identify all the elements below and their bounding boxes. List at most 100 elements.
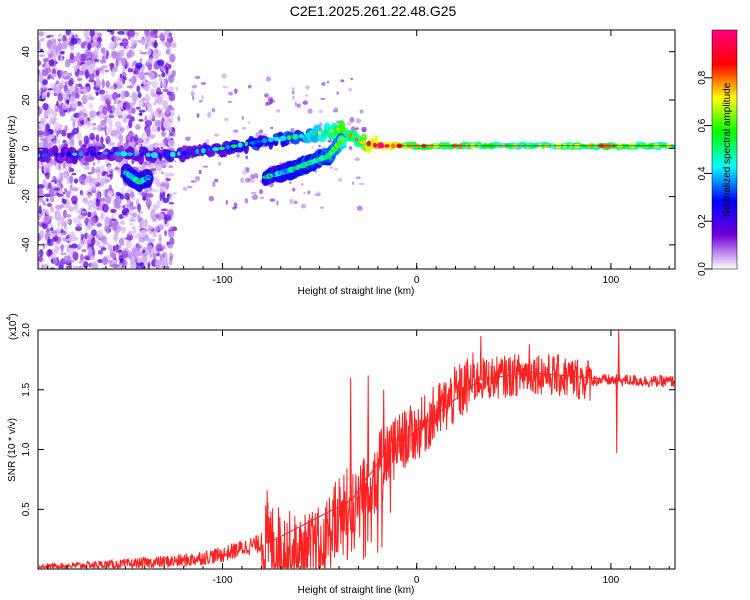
speckle — [346, 121, 352, 126]
speckle — [42, 103, 49, 111]
speckle — [47, 226, 51, 230]
speckle — [69, 96, 74, 100]
speckle — [170, 116, 173, 121]
speckle — [48, 53, 53, 59]
speckle — [128, 222, 134, 226]
speckle — [143, 140, 149, 145]
snr-ytick-label: 1.0 — [21, 442, 32, 456]
track-core — [279, 135, 287, 142]
speckle — [168, 32, 173, 37]
track-core — [195, 148, 200, 155]
spectrogram-ylabel: Frequency (Hz) — [7, 116, 18, 185]
speckle — [232, 206, 237, 210]
speckle — [49, 195, 55, 203]
speckle — [88, 73, 95, 82]
speckle — [71, 187, 79, 192]
speckle — [228, 91, 234, 96]
speckle — [38, 106, 43, 115]
speckle — [121, 187, 125, 195]
speckle — [167, 172, 175, 177]
speckle — [118, 134, 124, 143]
speckle — [82, 94, 89, 104]
speckle — [57, 217, 61, 227]
speckle — [165, 66, 169, 74]
speckle — [62, 34, 67, 43]
speckle — [105, 95, 109, 99]
speckle — [159, 81, 166, 87]
speckle — [359, 109, 364, 114]
speckle — [57, 226, 62, 232]
speckle — [138, 118, 144, 122]
speckle — [269, 198, 276, 202]
speckle — [52, 118, 56, 124]
speckle — [88, 102, 94, 110]
speckle — [144, 94, 150, 103]
speckle — [83, 181, 88, 185]
speckle — [160, 146, 164, 149]
speckle — [184, 136, 191, 142]
track-core — [145, 152, 151, 157]
speckle — [50, 240, 54, 247]
speckle — [128, 230, 133, 236]
speckle — [156, 199, 161, 209]
speckle — [161, 131, 166, 138]
speckle — [139, 57, 143, 65]
speckle — [221, 73, 227, 79]
speckle — [102, 171, 109, 175]
speckle — [57, 53, 61, 62]
speckle — [106, 225, 109, 235]
speckle — [321, 82, 326, 87]
speckle — [223, 117, 229, 122]
speckle — [38, 200, 42, 204]
speckle — [94, 33, 98, 38]
spectrogram-marks — [38, 30, 675, 269]
speckle — [214, 133, 220, 137]
speckle — [38, 90, 41, 98]
speckle — [149, 30, 155, 37]
speckle — [110, 69, 116, 78]
speckle — [164, 41, 172, 48]
speckle — [149, 72, 155, 81]
track-core — [291, 133, 299, 140]
speckle — [130, 107, 136, 114]
speckle — [101, 257, 109, 266]
speckle — [42, 202, 47, 207]
speckle — [95, 198, 100, 208]
track-core — [305, 133, 310, 137]
speckle — [126, 85, 134, 89]
speckle — [175, 86, 178, 91]
speckle — [116, 52, 121, 57]
track-core — [164, 153, 170, 157]
speckle — [138, 109, 146, 113]
speckle — [93, 80, 97, 87]
speckle — [119, 195, 125, 200]
speckle — [198, 169, 202, 175]
speckle — [46, 198, 49, 202]
snr-axes: -100 0 100 0.5 1.0 1.5 2.0 — [21, 323, 675, 586]
speckle — [100, 247, 107, 251]
speckle — [147, 262, 151, 269]
speckle — [41, 37, 45, 42]
speckle — [208, 195, 214, 202]
speckle — [50, 206, 54, 213]
speckle — [187, 185, 193, 189]
speckle — [150, 88, 155, 92]
speckle — [158, 254, 165, 257]
speckle — [43, 165, 47, 175]
speckle — [160, 183, 167, 188]
colorbar-ticks: 0.0 0.2 0.4 0.6 0.8 — [697, 29, 738, 276]
speckle — [269, 98, 274, 104]
speckle — [89, 112, 96, 116]
speckle — [104, 216, 110, 225]
colorbar-tick-label: 0.4 — [697, 166, 708, 180]
speckle — [77, 83, 83, 88]
speckle — [116, 77, 123, 87]
speckle — [150, 247, 154, 254]
speckle — [97, 230, 104, 239]
speckle — [320, 97, 326, 100]
speckle — [38, 72, 44, 83]
speckle — [62, 172, 69, 180]
speckle — [98, 112, 103, 119]
speckle — [60, 204, 64, 208]
